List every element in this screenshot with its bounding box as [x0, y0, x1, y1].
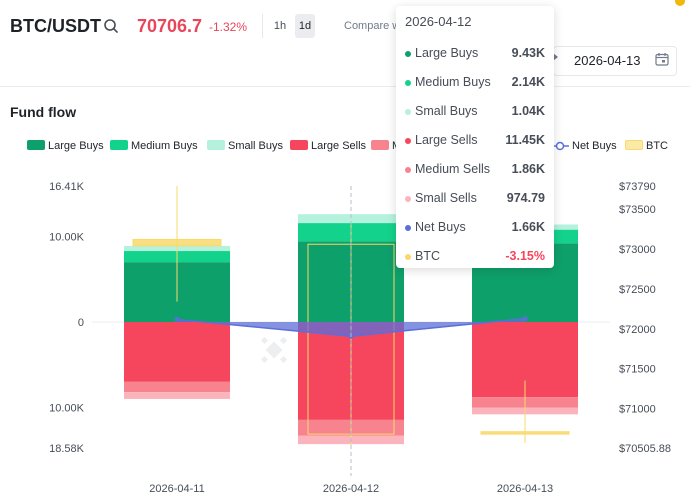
- y-right-tick-label: $73790: [619, 181, 656, 193]
- btc-candle-body[interactable]: [132, 238, 222, 247]
- last-price: 70706.7: [137, 16, 203, 36]
- tooltip-series-name: Medium Sells: [415, 162, 491, 176]
- net-buys-point[interactable]: [174, 316, 180, 322]
- legend-line-icon: [551, 141, 569, 151]
- legend-label: Large Buys: [48, 140, 104, 152]
- section-divider: [0, 86, 690, 87]
- tooltip-series-value: 1.86K: [511, 162, 545, 176]
- tooltip-series-value: 974.79: [506, 191, 545, 205]
- y-right-tick-label: $73000: [619, 244, 656, 256]
- legend-swatch: [371, 140, 389, 150]
- watermark-logo: [260, 336, 288, 364]
- date-picker-value[interactable]: 2026-04-13: [574, 53, 641, 68]
- series-dot-icon: [405, 80, 411, 86]
- header-divider: [262, 14, 263, 38]
- series-dot-icon: [405, 138, 411, 144]
- legend-label: Large Sells: [311, 140, 367, 152]
- tooltip-row-btc: BTC -3.15%: [405, 249, 545, 265]
- compare-button[interactable]: Compare w: [344, 20, 401, 32]
- legend-label: Medium Buys: [131, 140, 198, 152]
- tooltip-series-name: Large Buys: [415, 46, 479, 60]
- series-dot-icon: [405, 109, 411, 115]
- series-dot-icon: [405, 51, 411, 57]
- btc-candle-body[interactable]: [480, 431, 570, 435]
- legend-label: Net Buys: [572, 140, 617, 152]
- tooltip-series-name: Net Buys: [415, 220, 466, 234]
- x-tick-label: 2026-04-13: [497, 483, 553, 495]
- y-right-tick-label: $71000: [619, 404, 656, 416]
- tooltip-series-name: Large Sells: [415, 133, 478, 147]
- tooltip-series-value: 2.14K: [511, 75, 545, 89]
- tooltip-row-net-buys: Net Buys 1.66K: [405, 220, 545, 236]
- y-right-tick-label: $70505.88: [619, 443, 671, 455]
- tooltip-row-small-buys: Small Buys 1.04K: [405, 104, 545, 120]
- chart-tooltip: 2026-04-12 Large Buys 9.43K Medium Buys …: [396, 6, 554, 268]
- legend-swatch: [625, 140, 643, 150]
- x-tick-label: 2026-04-11: [149, 483, 204, 495]
- tooltip-series-value: 11.45K: [505, 133, 545, 147]
- bar-segment-small-buys[interactable]: [298, 214, 404, 224]
- bar-segment-large-sells[interactable]: [124, 322, 230, 382]
- series-dot-icon: [405, 254, 411, 260]
- legend-swatch: [110, 140, 128, 150]
- legend-swatch: [207, 140, 225, 150]
- tooltip-series-value: 9.43K: [511, 46, 545, 60]
- brand-dot-icon: [675, 0, 685, 6]
- calendar-icon[interactable]: [655, 52, 669, 66]
- tooltip-series-name: BTC: [415, 249, 440, 263]
- search-icon[interactable]: [103, 18, 119, 34]
- header-bar: BTC/USDT 70706.7 -1.32% 1h 1d Compare w: [0, 0, 690, 52]
- tooltip-row-medium-sells: Medium Sells 1.86K: [405, 162, 545, 178]
- legend-label: BTC: [646, 140, 668, 152]
- interval-1d-button[interactable]: 1d: [295, 14, 315, 38]
- tooltip-series-value: -3.15%: [505, 249, 545, 263]
- tooltip-series-name: Small Buys: [415, 104, 478, 118]
- tooltip-series-value: 1.04K: [511, 104, 545, 118]
- y-right-tick-label: $71500: [619, 364, 656, 376]
- legend-label: Small Buys: [228, 140, 284, 152]
- interval-1h-button[interactable]: 1h: [273, 20, 287, 32]
- price-change: -1.32%: [209, 20, 248, 34]
- series-dot-icon: [405, 196, 411, 202]
- y-left-tick-label: 16.41K: [49, 181, 85, 193]
- y-right-tick-label: $72000: [619, 324, 656, 336]
- y-left-tick-label: 0: [78, 317, 84, 329]
- x-tick-label: 2026-04-12: [323, 483, 379, 495]
- legend-swatch: [27, 140, 45, 150]
- tooltip-row-large-buys: Large Buys 9.43K: [405, 46, 545, 62]
- pair-title[interactable]: BTC/USDT: [10, 16, 101, 36]
- y-left-tick-label: 18.58K: [49, 443, 85, 455]
- y-right-tick-label: $72500: [619, 284, 656, 296]
- tooltip-row-large-sells: Large Sells 11.45K: [405, 133, 545, 149]
- fund-flow-title: Fund flow: [10, 104, 77, 120]
- y-left-tick-label: 10.00K: [49, 403, 85, 415]
- y-right-tick-label: $73500: [619, 204, 656, 216]
- series-dot-icon: [405, 167, 411, 173]
- y-left-tick-label: 10.00K: [49, 232, 85, 244]
- tooltip-series-name: Medium Buys: [415, 75, 491, 89]
- series-dot-icon: [405, 225, 411, 231]
- tooltip-series-value: 1.66K: [511, 220, 545, 234]
- tooltip-row-medium-buys: Medium Buys 2.14K: [405, 75, 545, 91]
- bar-segment-medium-sells[interactable]: [124, 381, 230, 393]
- tooltip-row-small-sells: Small Sells 974.79: [405, 191, 545, 207]
- tooltip-date: 2026-04-12: [405, 14, 472, 29]
- tooltip-series-name: Small Sells: [415, 191, 477, 205]
- net-buys-point[interactable]: [522, 316, 528, 322]
- legend-swatch: [290, 140, 308, 150]
- date-prev-arrow-icon[interactable]: [553, 53, 558, 61]
- bar-segment-small-sells[interactable]: [124, 392, 230, 399]
